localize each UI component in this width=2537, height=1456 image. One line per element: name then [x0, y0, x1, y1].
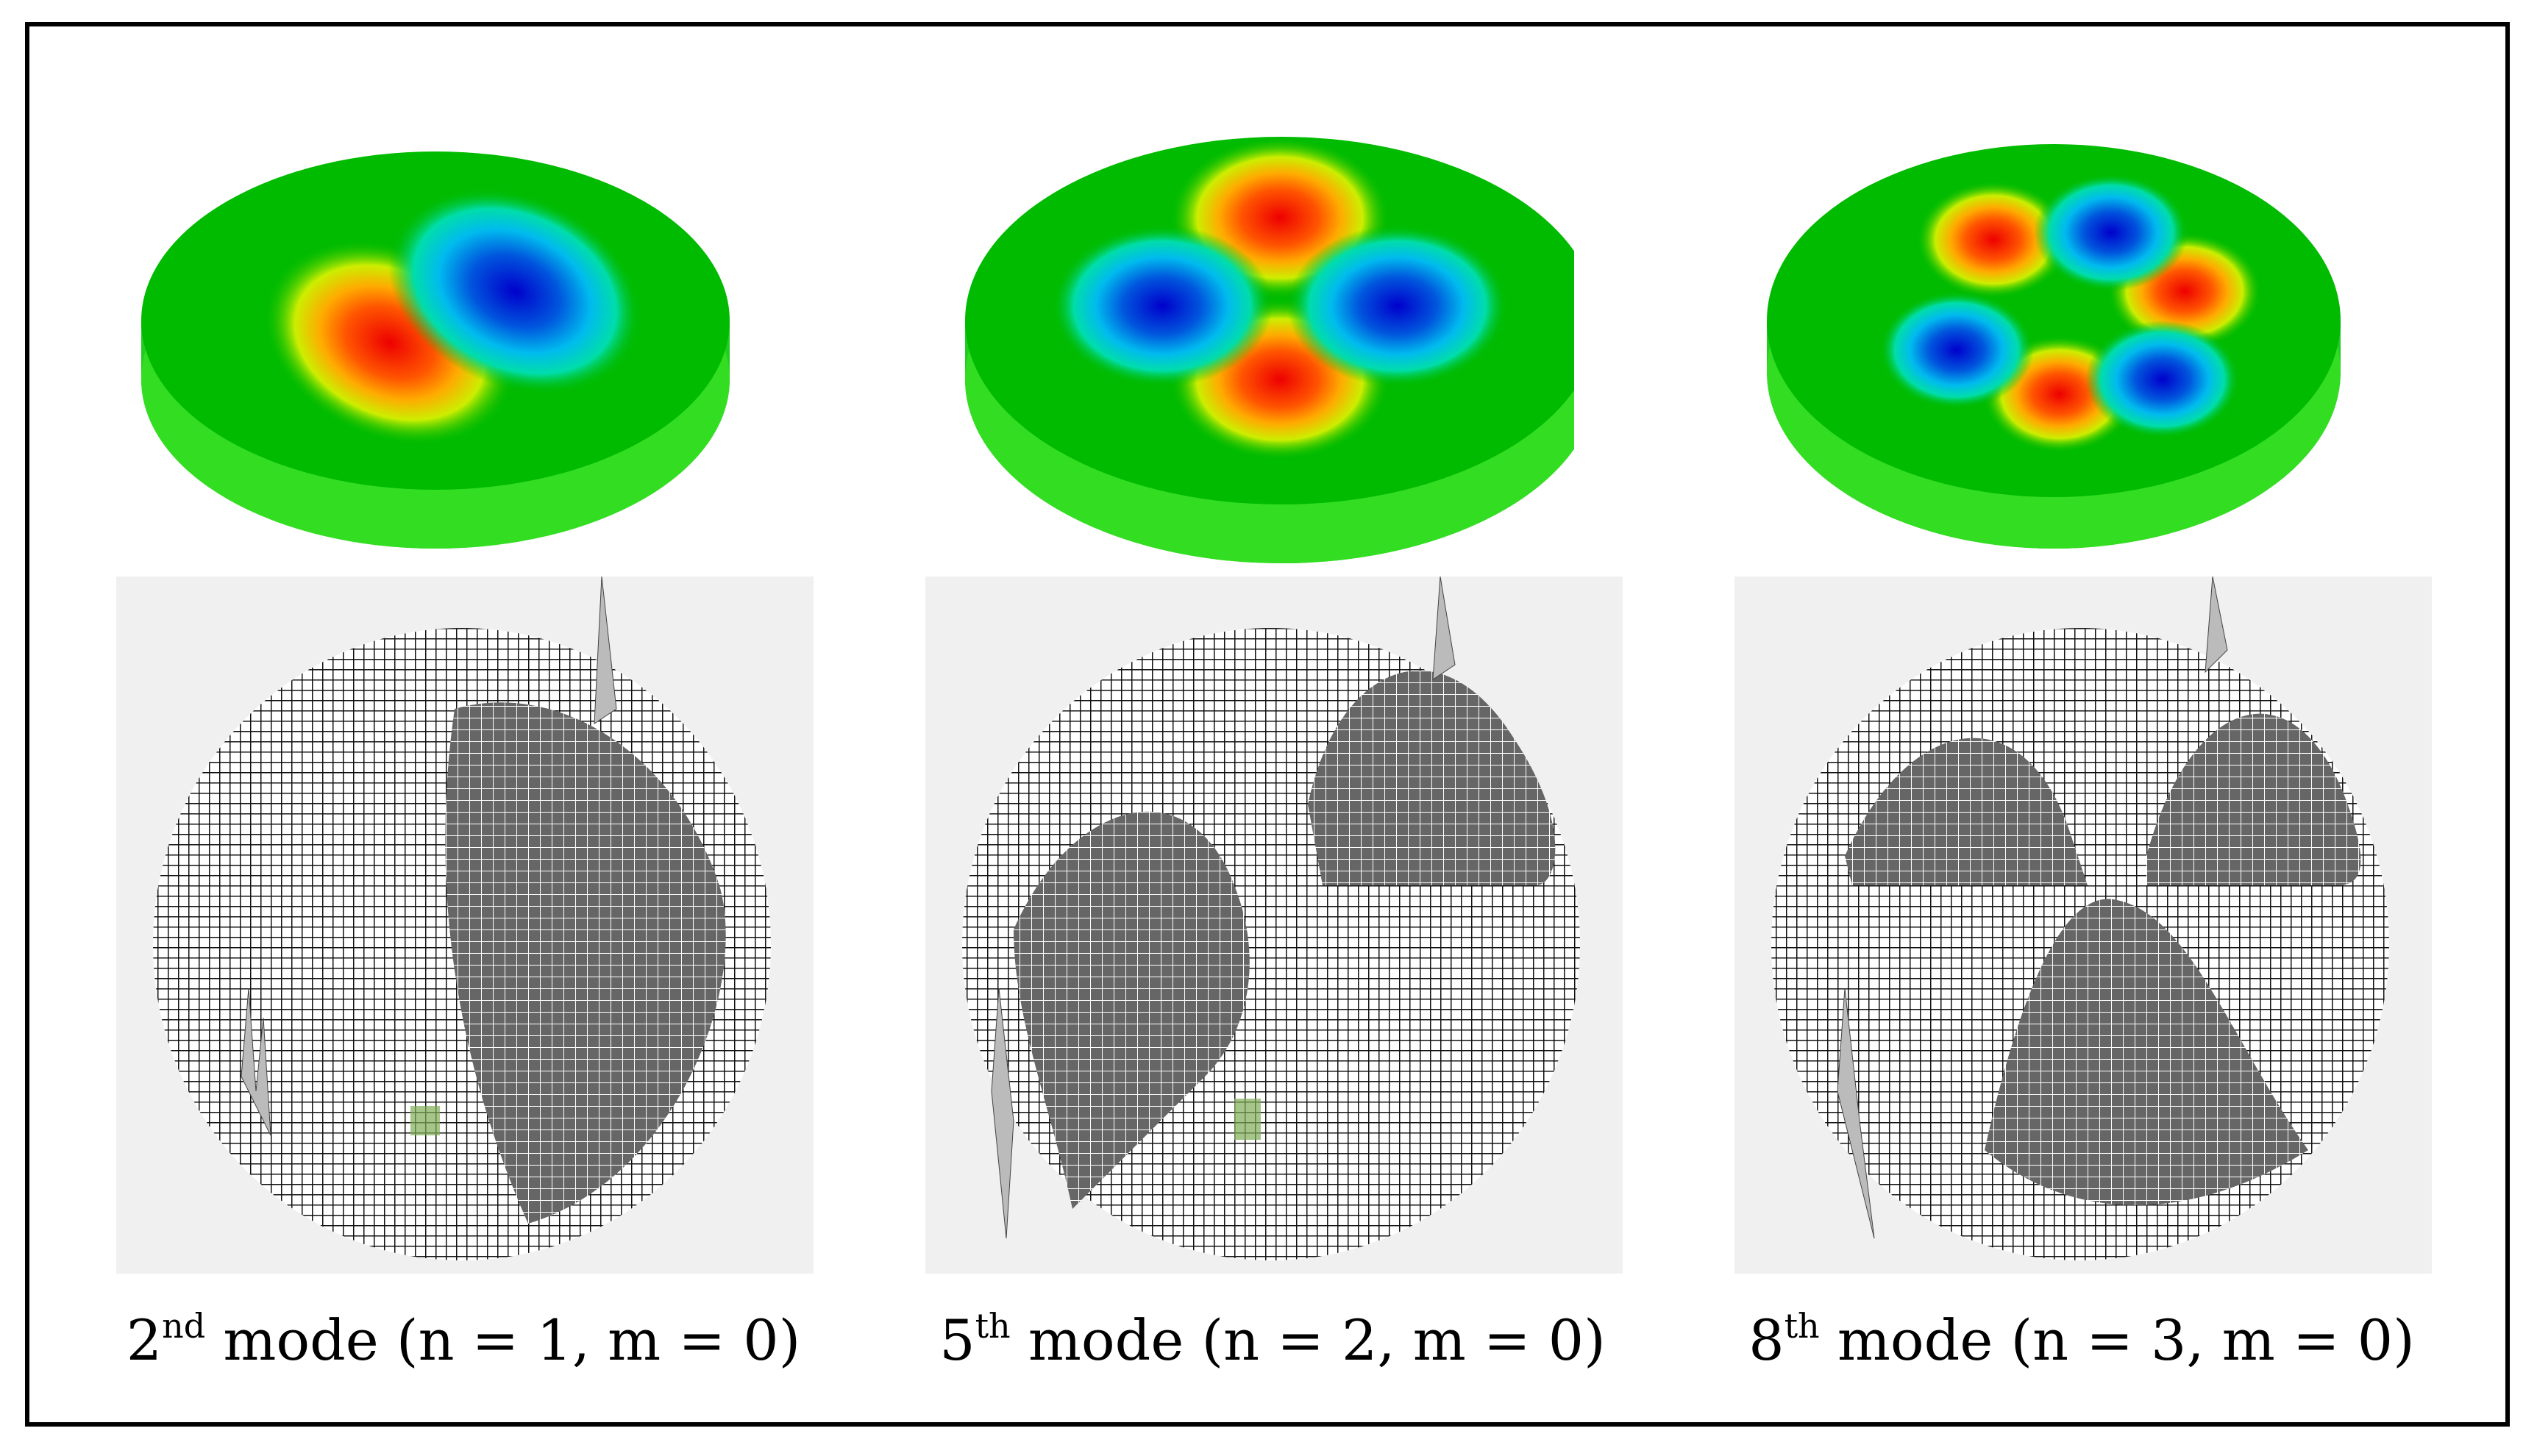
mesh-peak [2146, 713, 2361, 885]
negative-lobe [2034, 174, 2188, 291]
mode-column-1: 2nd mode (n = 1, m = 0) [29, 26, 814, 1424]
fem-mode-plot-1 [141, 151, 730, 549]
mesh-spike [991, 988, 1014, 1239]
mesh-peak [1014, 811, 1250, 1209]
mode-caption-3: 8th mode (n = 3, m = 0) [1748, 1306, 2415, 1373]
negative-lobe [1052, 225, 1273, 387]
mesh-surface-2 [962, 577, 1580, 1260]
mesh-marker [410, 1106, 440, 1135]
mesh-spike [594, 577, 617, 724]
mesh-peak [1985, 899, 2308, 1205]
mesh-peak [445, 702, 726, 1224]
measured-mesh-plot-1 [116, 577, 814, 1274]
mesh-spike [1432, 577, 1456, 680]
negative-lobe [1879, 291, 2034, 409]
mode-caption-2: 5th mode (n = 2, m = 0) [939, 1306, 1606, 1373]
mesh-peak [1845, 738, 2088, 885]
negative-lobe [388, 188, 642, 395]
measured-mesh-plot-2 [925, 577, 1623, 1274]
mode-caption-1: 2nd mode (n = 1, m = 0) [126, 1306, 801, 1373]
mesh-surface-1 [153, 577, 771, 1260]
mesh-spike [241, 988, 271, 1136]
positive-lobe [1916, 181, 2071, 299]
fem-mode-plot-3 [1767, 144, 2341, 549]
mesh-surface-3 [1771, 577, 2389, 1260]
fem-mode-plot-2 [965, 137, 1574, 563]
mesh-spike [1837, 988, 1875, 1239]
mode-column-3: 8th mode (n = 3, m = 0) [1648, 26, 2432, 1424]
measured-mesh-plot-3 [1734, 577, 2432, 1274]
mesh-marker [1234, 1099, 1261, 1140]
negative-lobe [1287, 225, 1508, 387]
mode-column-2: 5th mode (n = 2, m = 0) [839, 26, 1623, 1424]
negative-lobe [2085, 321, 2240, 438]
figure-frame: 2nd mode (n = 1, m = 0) [25, 22, 2510, 1427]
mesh-peak [1308, 670, 1556, 885]
mesh-spike [2205, 577, 2228, 674]
